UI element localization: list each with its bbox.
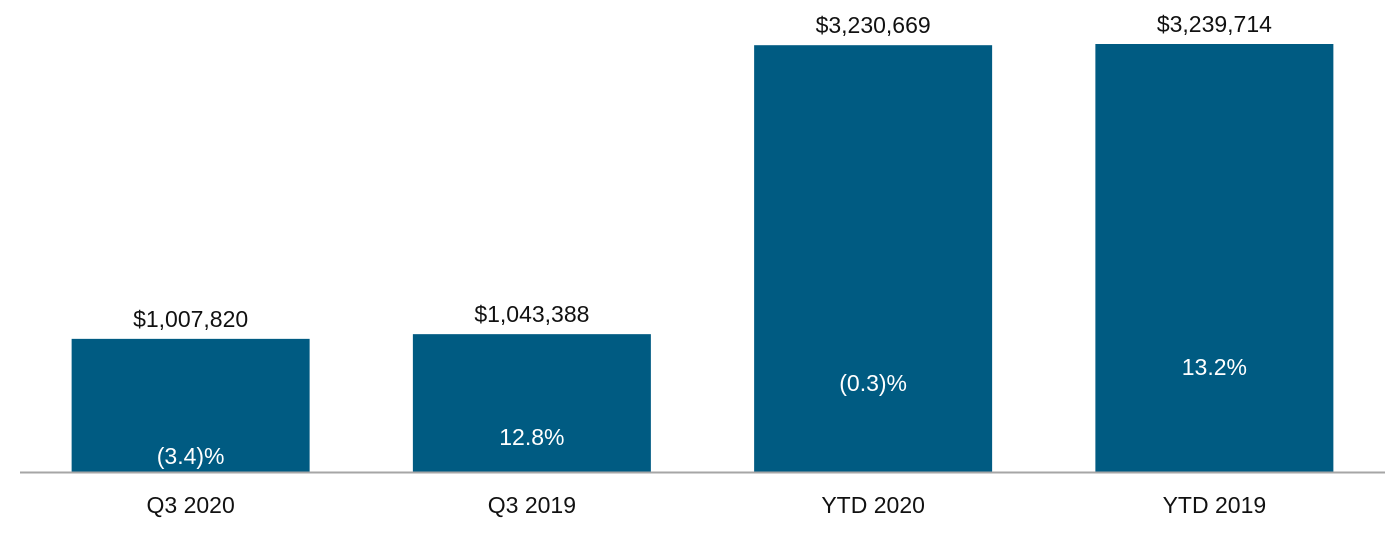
bar-4 [1095,44,1334,472]
x-tick-label-3: YTD 2020 [821,492,925,518]
x-tick-label-2: Q3 2019 [488,492,576,518]
growth-label-1: (3.4)% [157,443,225,469]
value-label-1: $1,007,820 [133,306,248,332]
growth-label-4: 13.2% [1182,354,1247,380]
labels: $1,007,820 (3.4)% Q3 2020 $1,043,388 12.8% Q3… [133,11,1272,518]
growth-label-2: 12.8% [499,424,564,450]
value-label-4: $3,239,714 [1157,11,1272,37]
bars [71,44,1334,472]
bar-1 [71,338,310,472]
value-label-2: $1,043,388 [474,301,589,327]
bar-2 [412,334,651,472]
bar-3 [754,45,993,472]
growth-label-3: (0.3)% [839,370,907,396]
x-tick-label-4: YTD 2019 [1163,492,1267,518]
x-tick-label-1: Q3 2020 [147,492,235,518]
value-label-3: $3,230,669 [816,12,931,38]
